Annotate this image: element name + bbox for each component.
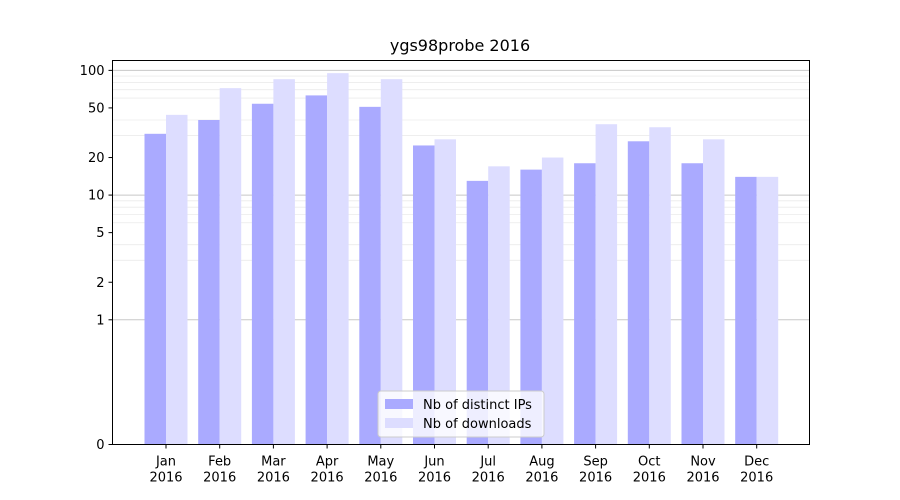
- bar-downloads: [434, 139, 456, 445]
- x-tick-label: Jul 2016: [472, 455, 505, 486]
- bar-distinct-ips: [681, 163, 703, 445]
- x-tick-label: Jan 2016: [149, 455, 182, 486]
- bar-distinct-ips: [305, 95, 328, 445]
- bar-distinct-ips: [574, 163, 596, 445]
- bar-distinct-ips: [251, 103, 274, 445]
- x-tick-label: Sep 2016: [579, 455, 612, 486]
- bar-downloads: [595, 124, 618, 445]
- bars-layer: [144, 73, 779, 445]
- chart-title: ygs98probe 2016: [390, 36, 530, 55]
- x-tick-label: May 2016: [364, 455, 397, 486]
- bar-downloads: [703, 139, 725, 445]
- x-tick-label: Oct 2016: [633, 455, 666, 486]
- y-tick-label: 10: [88, 189, 105, 204]
- bar-distinct-ips: [627, 141, 650, 445]
- y-tick-label: 1: [96, 313, 104, 328]
- bar-distinct-ips: [466, 180, 489, 445]
- bar-downloads: [219, 88, 242, 445]
- x-tick-label: Mar 2016: [257, 455, 290, 486]
- legend-swatch: [385, 399, 413, 409]
- bar-distinct-ips: [735, 176, 757, 445]
- legend-swatch: [385, 418, 413, 428]
- bar-downloads: [488, 166, 510, 445]
- bar-downloads: [380, 79, 403, 445]
- legend-label: Nb of downloads: [423, 417, 532, 432]
- x-tick-label: Dec 2016: [740, 455, 773, 486]
- bar-downloads: [273, 79, 295, 445]
- plot-frame: [112, 60, 810, 445]
- x-tick-label: Aug 2016: [525, 455, 558, 486]
- y-tick-label: 0: [96, 438, 104, 453]
- x-tick-label: Jun 2016: [418, 455, 451, 486]
- bar-downloads: [756, 176, 779, 445]
- legend: Nb of distinct IPs Nb of downloads: [377, 390, 545, 438]
- x-axis: Jan 2016 Feb 2016 Mar 2016 Apr 2016 May 2016 Jun 20…: [149, 444, 773, 486]
- bar-distinct-ips: [520, 169, 542, 445]
- bar-distinct-ips: [198, 120, 220, 445]
- y-tick-label: 5: [96, 226, 104, 241]
- legend-label: Nb of distinct IPs: [423, 398, 532, 413]
- y-axis: 0 1 2 5 10 20 50 100: [80, 64, 113, 453]
- y-tick-label: 100: [80, 64, 105, 79]
- y-tick-label: 50: [88, 101, 105, 116]
- bar-downloads: [649, 127, 671, 445]
- legend-box: [377, 390, 545, 438]
- x-tick-label: Nov 2016: [686, 455, 719, 486]
- bar-distinct-ips: [413, 145, 435, 445]
- x-tick-label: Apr 2016: [311, 455, 344, 486]
- bar-distinct-ips: [144, 133, 166, 445]
- bar-downloads: [166, 114, 188, 445]
- x-tick-label: Feb 2016: [203, 455, 236, 486]
- bar-distinct-ips: [359, 106, 381, 445]
- bar-downloads: [327, 73, 349, 445]
- y-tick-label: 20: [88, 151, 105, 166]
- bar-downloads: [541, 157, 564, 445]
- y-tick-label: 2: [96, 276, 104, 291]
